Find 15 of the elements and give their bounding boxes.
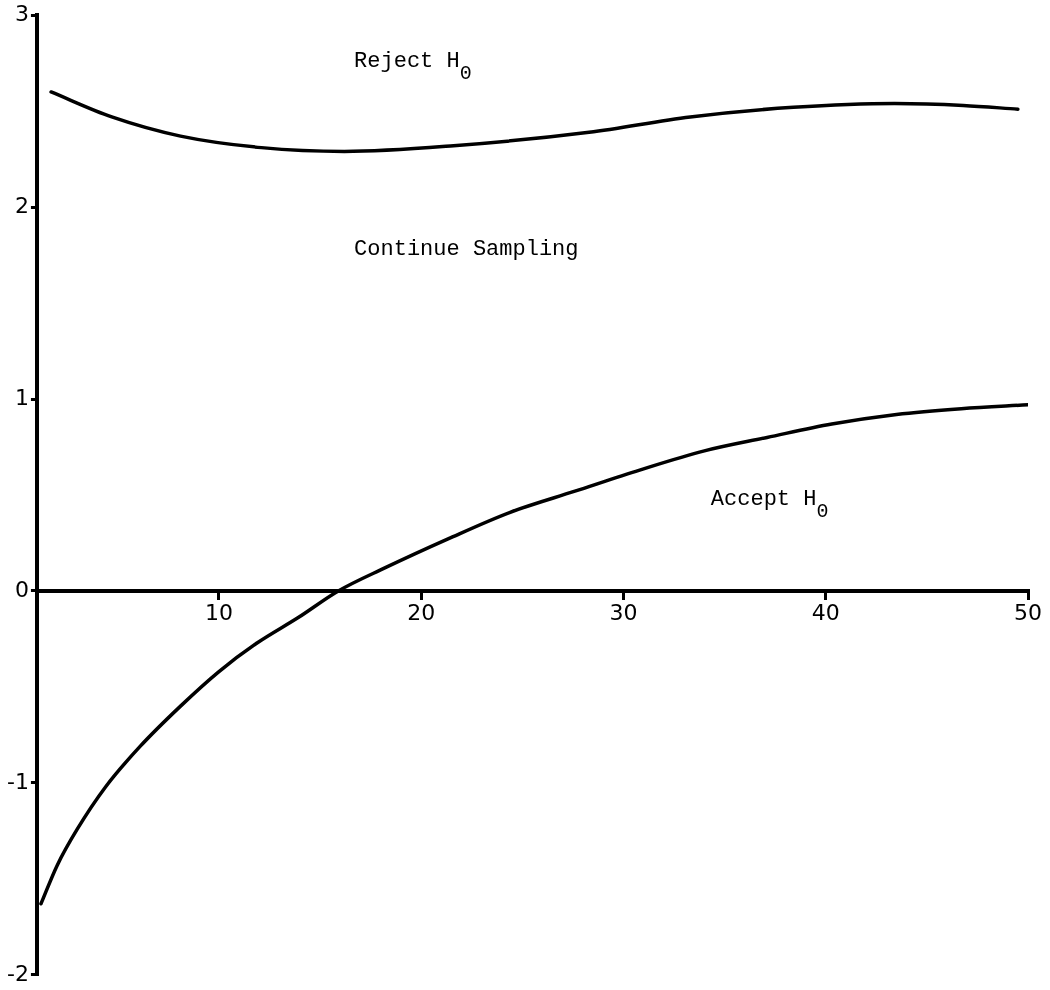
x-tick-label: 50 xyxy=(1014,599,1042,625)
line-series xyxy=(49,90,1020,154)
annotation: Continue Sampling xyxy=(354,237,579,263)
x-tick-label: 40 xyxy=(811,599,840,625)
y-tick-label: 1 xyxy=(14,384,29,410)
x-tick-label: 20 xyxy=(407,599,436,625)
y-tick-label: 3 xyxy=(14,0,29,26)
y-tick-label: 2 xyxy=(14,192,29,218)
x-tick-label: 30 xyxy=(609,599,638,625)
annotation: Accept H0 xyxy=(710,486,829,523)
x-tick-label: 10 xyxy=(204,599,233,625)
annotation: Reject H0 xyxy=(354,49,472,86)
y-tick-label: 0 xyxy=(14,576,29,602)
y-tick-label: -1 xyxy=(7,768,29,794)
y-tick-label: -2 xyxy=(7,960,29,986)
